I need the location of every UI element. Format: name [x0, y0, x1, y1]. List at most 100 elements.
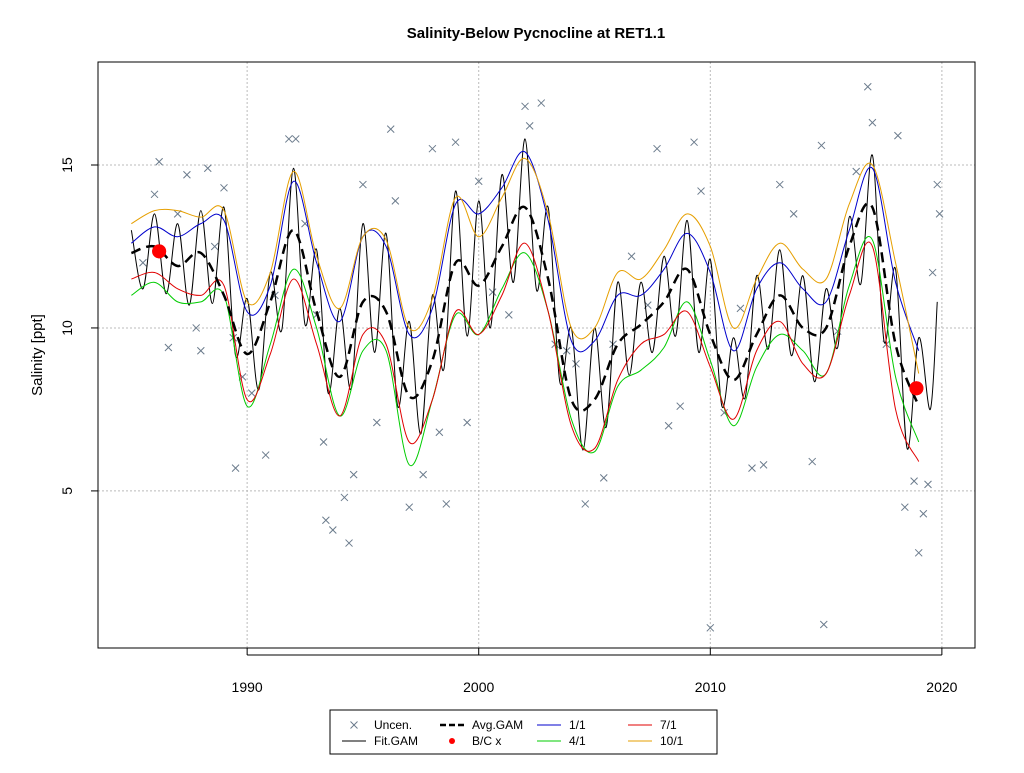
data-point [910, 477, 918, 485]
legend-symbol [350, 721, 358, 729]
data-point [319, 438, 328, 446]
data-point [863, 82, 872, 91]
data-point [139, 258, 147, 267]
data-point [155, 157, 163, 166]
cross-stroke [474, 177, 483, 186]
cross-stroke [910, 477, 918, 485]
cross-stroke [319, 438, 328, 446]
cross-stroke [690, 138, 698, 147]
y-axis-label: Salinity [ppt] [29, 314, 46, 396]
data-point [914, 548, 923, 557]
data-point [817, 141, 826, 150]
cross-stroke [139, 258, 147, 267]
cross-stroke [359, 180, 367, 189]
data-point [697, 187, 705, 195]
bc-point [909, 381, 924, 396]
plot-frame [97, 61, 976, 649]
cross-stroke [581, 500, 590, 508]
data-point [372, 418, 381, 427]
x-tick-label: 2000 [463, 679, 494, 695]
data-point [463, 418, 471, 427]
cross-stroke [525, 122, 534, 130]
cross-stroke [435, 428, 444, 437]
cross-stroke [155, 157, 163, 166]
series-line [131, 236, 920, 467]
data-point [183, 170, 191, 179]
data-point [808, 457, 817, 466]
cross-stroke [537, 99, 546, 107]
cross-stroke [935, 210, 944, 218]
cross-stroke [386, 125, 395, 133]
legend-label: 1/1 [569, 718, 586, 732]
cross-stroke [261, 451, 270, 459]
data-point [759, 460, 768, 469]
data-point [261, 451, 270, 459]
cross-stroke [808, 457, 817, 466]
legend-symbol [449, 738, 455, 744]
data-point [690, 138, 698, 147]
data-point [488, 288, 497, 296]
cross-stroke [504, 311, 513, 319]
cross-stroke [759, 460, 768, 469]
data-point [196, 346, 205, 355]
cross-stroke [340, 493, 349, 502]
data-point [231, 464, 240, 472]
cross-stroke [164, 343, 173, 352]
cross-stroke [488, 288, 497, 296]
series-line [130, 202, 920, 413]
cross-stroke [521, 102, 529, 111]
series-line [131, 157, 920, 374]
cross-stroke [919, 509, 928, 518]
data-point [627, 252, 636, 261]
cross-stroke [291, 135, 300, 143]
data-point [581, 500, 590, 508]
cross-stroke [391, 196, 400, 205]
cross-stroke [924, 480, 932, 489]
cross-stroke [350, 721, 358, 729]
cross-stroke [817, 141, 826, 150]
data-point [220, 183, 228, 192]
data-point [919, 509, 928, 518]
y-tick-label: 15 [59, 157, 75, 173]
cross-stroke [322, 516, 330, 525]
data-point [328, 526, 337, 534]
data-point [537, 99, 546, 107]
cross-stroke [231, 464, 240, 472]
cross-stroke [894, 131, 902, 140]
cross-stroke [428, 144, 437, 153]
cross-stroke [405, 503, 414, 512]
data-point [386, 125, 395, 133]
cross-stroke [284, 135, 293, 143]
data-point [935, 210, 944, 218]
data-point [653, 144, 661, 153]
x-tick-label: 1990 [232, 679, 263, 695]
data-point [572, 359, 580, 368]
data-point [405, 503, 414, 512]
data-point [900, 503, 909, 512]
legend-label: 4/1 [569, 734, 586, 748]
cross-stroke [653, 144, 661, 153]
cross-stroke [933, 180, 942, 189]
legend-label: B/C x [472, 734, 501, 748]
data-point [928, 268, 937, 277]
data-point [819, 620, 828, 629]
data-point [192, 324, 201, 332]
data-point [435, 428, 444, 437]
cross-stroke [442, 500, 451, 508]
cross-stroke [419, 470, 427, 479]
cross-stroke [247, 389, 256, 397]
data-point [525, 122, 534, 130]
cross-stroke [720, 408, 729, 417]
data-point [504, 311, 513, 319]
data-point [291, 135, 300, 143]
data-point [164, 343, 173, 352]
cross-stroke [868, 118, 877, 127]
data-point [676, 402, 685, 411]
cross-stroke [852, 167, 861, 176]
data-point [451, 138, 460, 147]
cross-stroke [775, 180, 784, 189]
cross-stroke [349, 470, 358, 479]
y-tick-label: 10 [59, 320, 75, 336]
cross-stroke [192, 324, 201, 332]
